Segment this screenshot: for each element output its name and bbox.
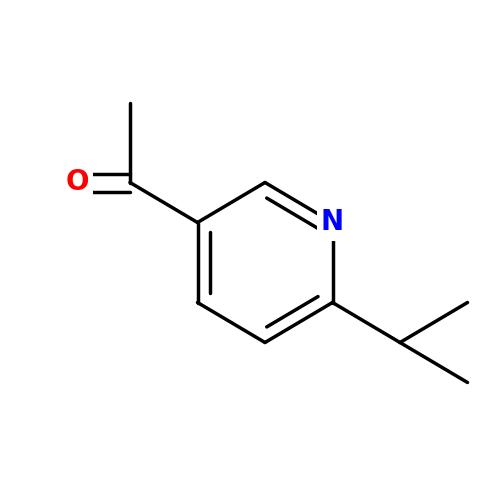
Text: O: O [66, 168, 89, 196]
Text: N: N [321, 208, 344, 236]
